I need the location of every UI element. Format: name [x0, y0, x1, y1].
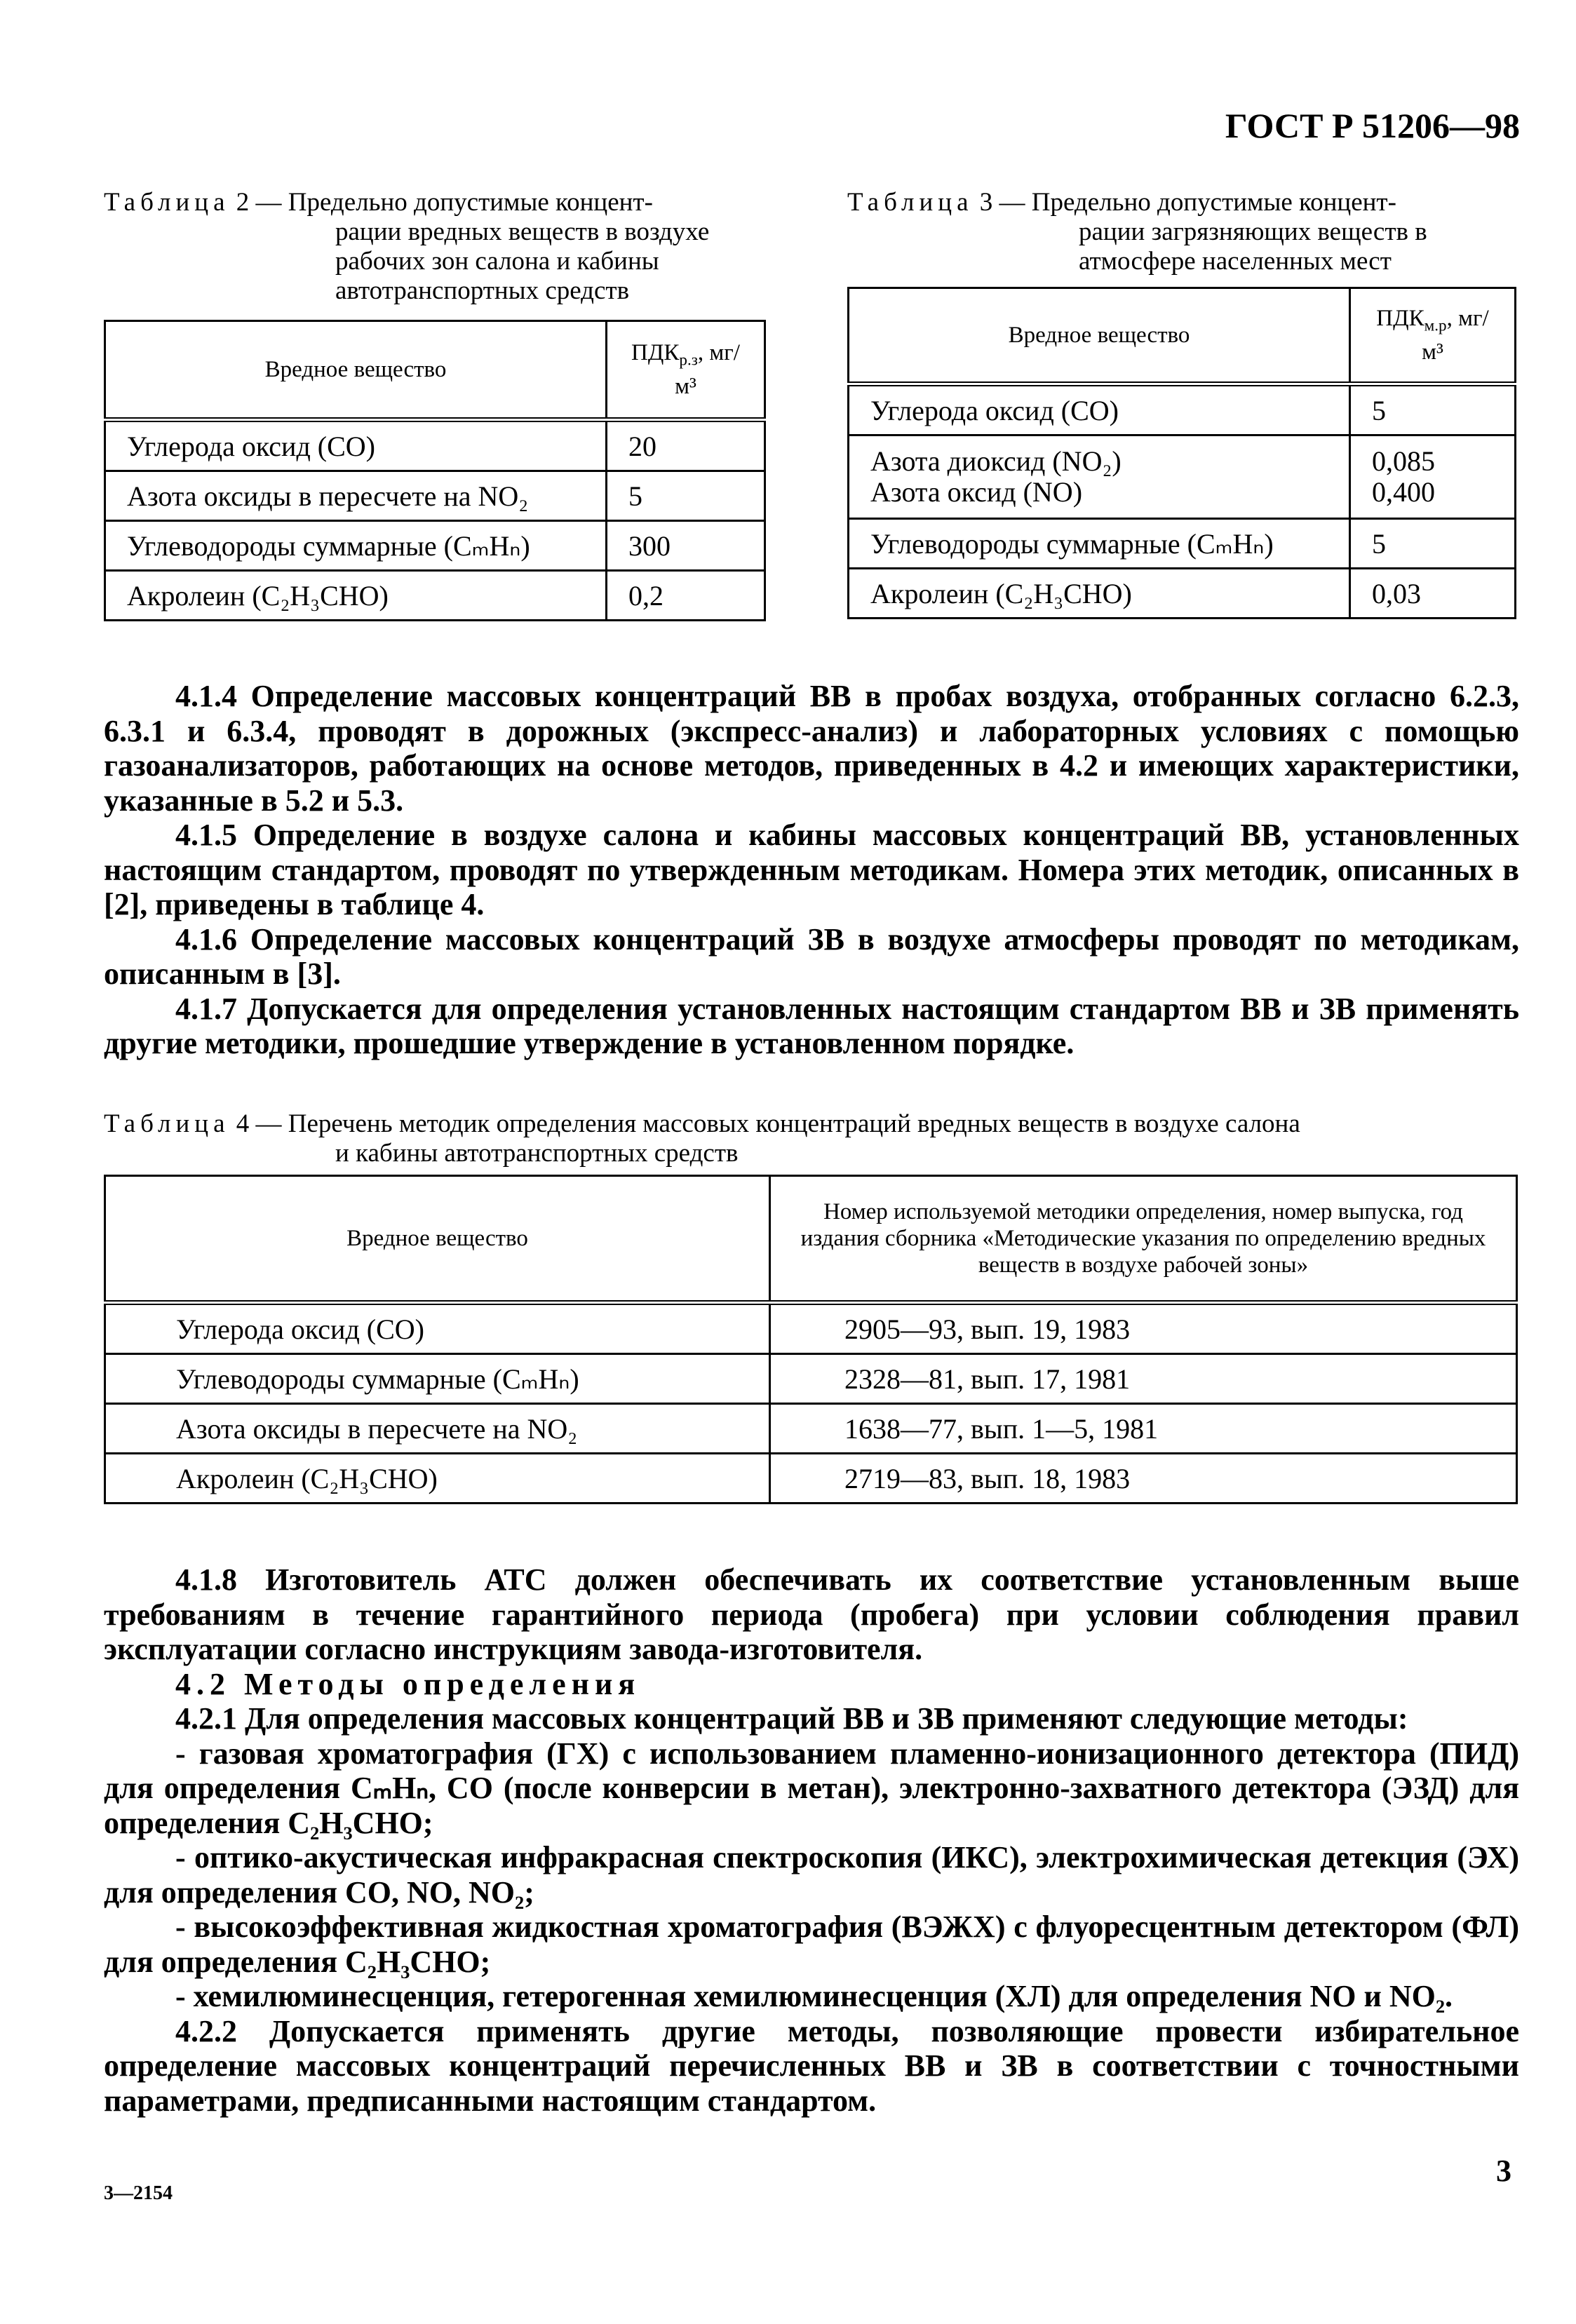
page-number: 3 — [1496, 2154, 1511, 2188]
table-number: 2 — — [236, 188, 282, 217]
paragraphs-4-2: 4.1.8 Изготовитель АТС должен обеспечива… — [104, 1562, 1519, 2118]
table-row: Азота диоксид (NO₂) Азота оксид (NO) 0,08… — [847, 434, 1516, 520]
col-header-method: Номер используемой методики определения,… — [769, 1175, 1518, 1305]
standard-header: ГОСТ Р 51206—98 — [1225, 106, 1520, 145]
table-label: Таблица — [104, 1109, 230, 1138]
col-header-pdk: ПДКр.з, мг/м³ — [605, 320, 766, 422]
section-heading: 4.2 Методы определения — [175, 1666, 641, 1701]
table-row: Углеводороды суммарные (CₘHₙ) 5 — [847, 518, 1516, 569]
paragraph: 4.1.4 Определение массовых концентраций … — [104, 679, 1519, 818]
table4-caption: Таблица 4 — Перечень методик определения… — [104, 1109, 1521, 1168]
table4: Вредное вещество Номер используемой мето… — [104, 1175, 1518, 1504]
paragraph: 4.1.6 Определение массовых концентраций … — [104, 921, 1519, 992]
col-header-substance: Вредное вещество — [104, 1175, 771, 1305]
list-item: - высокоэффективная жидкостная хроматогр… — [104, 1910, 1519, 1979]
table2-caption: Таблица 2 — Предельно допустимые концент… — [104, 188, 777, 306]
table-label: Таблица — [104, 188, 230, 217]
caption-line: и кабины автотранспортных средств — [335, 1139, 739, 1168]
table-row: Акролеин (C₂H₃CHO) 0,2 — [104, 569, 766, 621]
table2: Вредное вещество ПДКр.з, мг/м³ Углерода … — [104, 320, 766, 621]
table-row: Углерода оксид (CO) 2905—93, вып. 19, 198… — [104, 1302, 1518, 1355]
table-row: Акролеин (C₂H₃CHO) 2719—83, вып. 18, 1983 — [104, 1452, 1518, 1504]
list-item: - хемилюминесценция, гетерогенная хемилю… — [175, 1979, 1453, 2013]
col-header-pdk: ПДКм.р, мг/м³ — [1349, 287, 1516, 386]
table3-caption: Таблица 3 — Предельно допустимые концент… — [847, 188, 1521, 276]
paragraph: 4.1.7 Допускается для определения устано… — [104, 991, 1519, 1061]
table-row: Акролеин (C₂H₃CHO) 0,03 — [847, 567, 1516, 619]
caption-line: Перечень методик определения массовых ко… — [288, 1109, 1300, 1138]
table-row: Углеводороды суммарные (CₘHₙ) 2328—81, вы… — [104, 1353, 1518, 1405]
caption-line: атмосфере населенных мест — [1079, 247, 1392, 276]
table-number: 4 — — [236, 1109, 282, 1138]
caption-line: рабочих зон салона и кабины — [335, 247, 659, 276]
paragraph: 4.1.8 Изготовитель АТС должен обеспечива… — [104, 1562, 1519, 1666]
caption-line: рации загрязняющих веществ в — [1079, 217, 1427, 246]
table-row: Углеводороды суммарные (CₘHₙ) 300 — [104, 520, 766, 572]
print-code: 3—2154 — [104, 2182, 173, 2204]
caption-line: рации вредных веществ в воздухе — [335, 217, 710, 246]
col-header-substance: Вредное вещество — [104, 320, 607, 422]
list-item: - газовая хроматография (ГХ) с использов… — [104, 1736, 1519, 1840]
list-item: - оптико-акустическая инфракрасная спект… — [104, 1840, 1519, 1910]
caption-line: Предельно допустимые концент- — [288, 188, 653, 217]
table-row: Углерода оксид (CO) 5 — [847, 383, 1516, 436]
table3: Вредное вещество ПДКм.р, мг/м³ Углерода … — [847, 287, 1516, 619]
table-label: Таблица — [847, 188, 974, 217]
table-row: Азота оксиды в пересчете на NO₂ 5 — [104, 470, 766, 522]
table-row: Углерода оксид (CO) 20 — [104, 419, 766, 472]
caption-line: Предельно допустимые концент- — [1031, 188, 1396, 217]
table-row: Азота оксиды в пересчете на NO₂ 1638—77, … — [104, 1403, 1518, 1454]
paragraph: 4.1.5 Определение в воздухе салона и каб… — [104, 818, 1519, 921]
paragraphs-4-1: 4.1.4 Определение массовых концентраций … — [104, 679, 1519, 1061]
table-number: 3 — — [979, 188, 1025, 217]
paragraph: 4.2.1 Для определения массовых концентра… — [175, 1701, 1408, 1736]
paragraph: 4.2.2 Допускается применять другие метод… — [104, 2013, 1519, 2118]
col-header-substance: Вредное вещество — [847, 287, 1351, 386]
caption-line: автотранспортных средств — [335, 276, 630, 305]
